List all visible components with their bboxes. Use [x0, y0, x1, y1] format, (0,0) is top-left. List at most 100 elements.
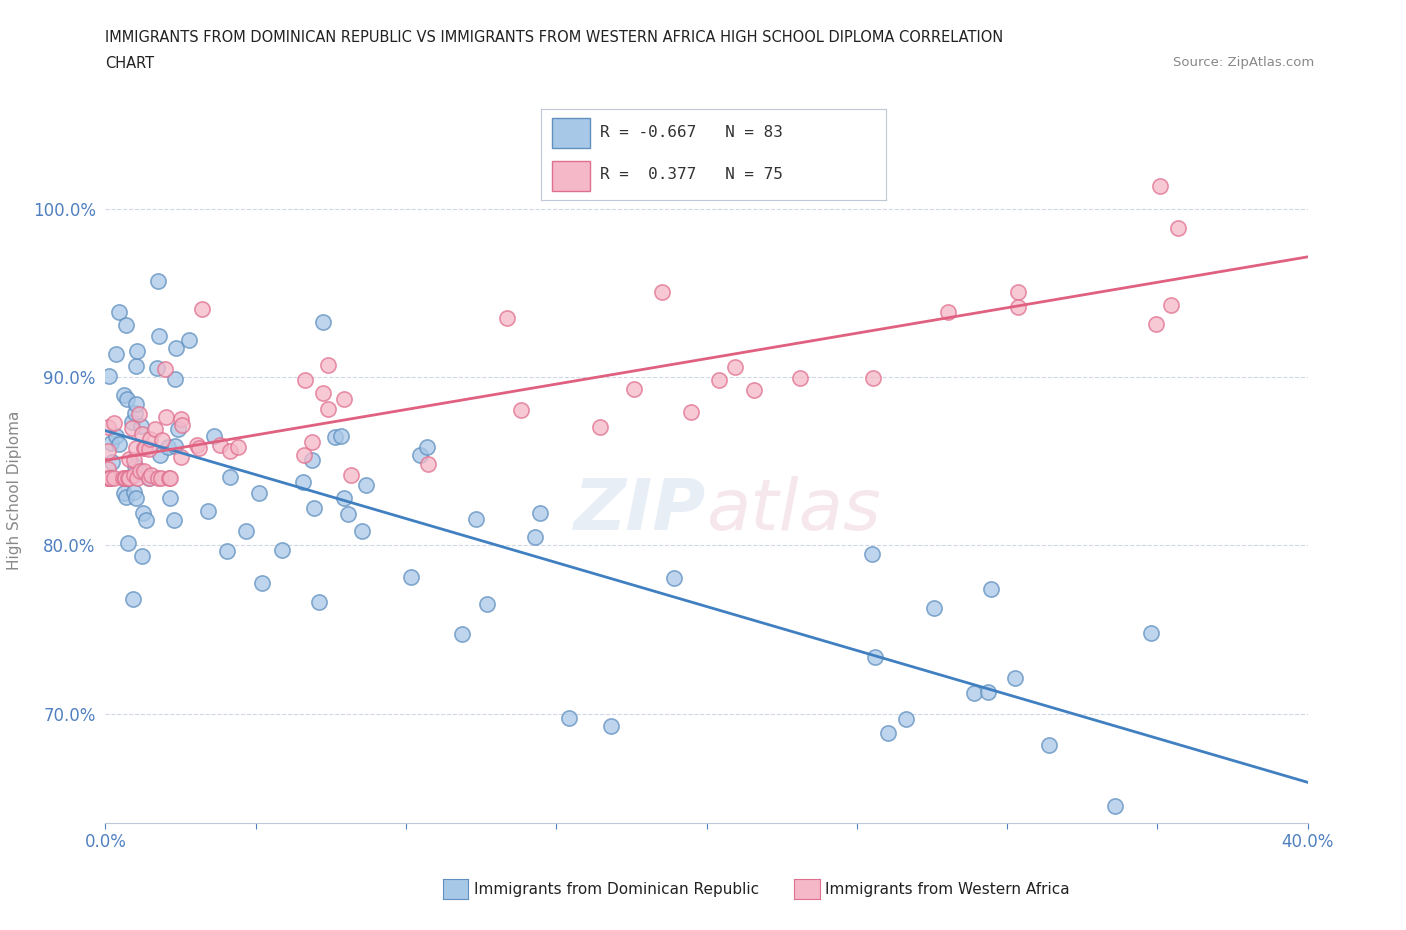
Point [301, 434, 323, 449]
Point [558, 711, 581, 725]
Point [104, 347, 127, 362]
Text: Immigrants from Western Africa: Immigrants from Western Africa [825, 882, 1070, 897]
Point [97, 419, 120, 434]
Point [165, 341, 187, 356]
Point [149, 447, 172, 462]
FancyBboxPatch shape [551, 161, 589, 191]
Point [165, 438, 187, 453]
Point [1007, 300, 1029, 315]
Point [529, 506, 551, 521]
Point [208, 438, 231, 453]
Point [148, 328, 170, 343]
Point [354, 478, 377, 493]
Point [465, 512, 488, 526]
Point [97, 444, 120, 458]
Point [862, 370, 884, 385]
Point [876, 726, 898, 741]
Point [98, 471, 121, 485]
Point [202, 429, 225, 444]
Point [450, 627, 472, 642]
Point [97, 471, 120, 485]
Text: Immigrants from Dominican Republic: Immigrants from Dominican Republic [474, 882, 759, 897]
Point [97, 471, 120, 485]
Point [156, 439, 179, 454]
Point [115, 490, 138, 505]
Point [600, 718, 623, 733]
Point [292, 447, 315, 462]
Point [124, 458, 146, 473]
Point [114, 471, 136, 485]
Point [101, 454, 124, 469]
Point [97, 461, 120, 476]
Point [329, 429, 352, 444]
Point [191, 302, 214, 317]
Point [105, 429, 128, 444]
Point [145, 360, 167, 375]
Point [510, 403, 533, 418]
Point [723, 360, 745, 375]
Point [416, 456, 439, 471]
Point [117, 471, 139, 485]
Point [651, 284, 673, 299]
Point [125, 343, 148, 358]
Point [170, 418, 193, 432]
Point [148, 471, 170, 485]
Point [108, 436, 131, 451]
Point [311, 314, 333, 329]
Point [103, 471, 125, 485]
Point [124, 485, 146, 499]
Point [316, 357, 339, 372]
Point [125, 440, 148, 455]
Point [139, 432, 162, 447]
Point [135, 468, 157, 483]
Point [118, 471, 141, 485]
Point [150, 471, 173, 485]
FancyBboxPatch shape [551, 118, 589, 148]
Point [132, 506, 155, 521]
Point [129, 418, 152, 433]
Point [250, 576, 273, 591]
Point [125, 471, 148, 485]
Point [664, 570, 686, 585]
Point [153, 362, 176, 377]
Point [316, 402, 339, 417]
Point [138, 441, 160, 456]
Point [1160, 298, 1182, 312]
Point [235, 524, 257, 538]
Point [742, 383, 765, 398]
Point [336, 506, 359, 521]
Point [922, 601, 945, 616]
Point [1167, 220, 1189, 235]
Point [111, 471, 134, 485]
Point [523, 529, 546, 544]
Point [121, 421, 143, 436]
Point [495, 311, 517, 325]
Point [401, 570, 423, 585]
Point [122, 591, 145, 606]
Point [124, 406, 146, 421]
Point [143, 422, 166, 437]
Point [124, 490, 146, 505]
Point [301, 453, 323, 468]
Point [1149, 179, 1171, 193]
Point [139, 468, 162, 483]
Y-axis label: High School Diploma: High School Diploma [7, 411, 21, 570]
Point [936, 304, 959, 319]
Point [131, 549, 153, 564]
Point [350, 524, 373, 538]
Point [291, 474, 314, 489]
Point [1038, 737, 1060, 752]
Point [122, 468, 145, 483]
Point [124, 453, 146, 468]
Point [138, 471, 160, 485]
Point [789, 370, 811, 385]
Point [98, 471, 121, 485]
Point [170, 411, 193, 426]
Point [475, 597, 498, 612]
Point [1104, 799, 1126, 814]
Point [707, 372, 730, 387]
Point [167, 421, 190, 436]
Point [159, 491, 181, 506]
Point [1004, 671, 1026, 685]
Point [97, 368, 120, 383]
